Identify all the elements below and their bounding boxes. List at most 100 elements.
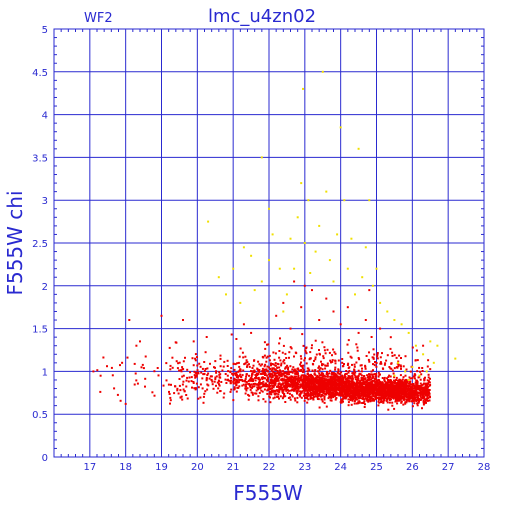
- data-point: [218, 383, 220, 386]
- data-point: [271, 367, 274, 370]
- data-point: [188, 376, 191, 379]
- data-point: [350, 356, 353, 359]
- data-point: [421, 387, 424, 390]
- data-point: [345, 390, 348, 393]
- data-point: [281, 397, 284, 400]
- data-point: [194, 359, 197, 362]
- data-point: [399, 374, 402, 377]
- data-point: [273, 381, 276, 384]
- data-point: [245, 375, 248, 378]
- data-point: [362, 387, 365, 390]
- data-point: [222, 365, 225, 368]
- data-point: [225, 293, 227, 296]
- data-point: [396, 383, 399, 386]
- data-point: [425, 393, 428, 396]
- data-point: [404, 379, 407, 381]
- data-point: [419, 382, 422, 385]
- data-point: [389, 336, 392, 339]
- data-point: [422, 353, 425, 356]
- data-point: [358, 393, 361, 396]
- data-point: [250, 383, 253, 386]
- y-tick-label: 3.5: [32, 153, 48, 164]
- data-point: [326, 364, 329, 367]
- data-point: [293, 368, 296, 371]
- data-point: [314, 391, 316, 394]
- data-point: [218, 371, 221, 374]
- data-point: [331, 383, 334, 386]
- data-point: [367, 358, 370, 361]
- data-point: [255, 377, 258, 379]
- data-point: [416, 380, 419, 383]
- data-point: [262, 380, 265, 383]
- data-point: [235, 390, 238, 393]
- data-point: [293, 387, 296, 390]
- data-point: [427, 380, 430, 383]
- data-point: [293, 355, 295, 358]
- data-point: [379, 386, 382, 389]
- data-point: [330, 385, 333, 388]
- data-point: [322, 363, 325, 366]
- data-point: [279, 359, 282, 362]
- data-point: [289, 378, 292, 381]
- data-point: [263, 341, 266, 344]
- data-point: [387, 388, 390, 391]
- data-point: [417, 398, 420, 401]
- data-point: [389, 381, 392, 384]
- data-point: [358, 388, 360, 391]
- data-point: [383, 380, 386, 383]
- data-point: [337, 368, 340, 371]
- data-point: [264, 400, 267, 403]
- data-point: [328, 372, 331, 375]
- data-point: [212, 387, 215, 390]
- data-point: [308, 375, 311, 378]
- data-point: [325, 405, 328, 408]
- data-point: [406, 380, 409, 383]
- data-point: [350, 390, 353, 393]
- data-point: [347, 375, 350, 377]
- data-point: [323, 395, 326, 398]
- data-point: [241, 380, 244, 383]
- data-point: [385, 386, 387, 389]
- data-point: [336, 392, 339, 395]
- data-point: [385, 359, 388, 362]
- data-point: [432, 361, 435, 364]
- data-point: [289, 398, 292, 401]
- data-point: [368, 199, 371, 202]
- data-point: [236, 362, 239, 365]
- data-point: [349, 394, 352, 397]
- data-point: [283, 362, 286, 365]
- data-point: [377, 404, 380, 407]
- data-point: [305, 381, 308, 384]
- data-point: [333, 351, 336, 354]
- data-point: [317, 387, 319, 390]
- data-point: [390, 391, 393, 394]
- data-point: [268, 387, 271, 390]
- data-point: [265, 379, 268, 381]
- data-point: [362, 390, 365, 393]
- data-point: [357, 147, 360, 150]
- data-point: [416, 397, 419, 400]
- data-point: [202, 373, 205, 376]
- data-point: [424, 382, 427, 385]
- data-point: [395, 399, 398, 402]
- data-point: [372, 385, 375, 388]
- data-point: [424, 384, 427, 387]
- data-point: [413, 384, 416, 387]
- data-point: [420, 398, 423, 401]
- data-point: [353, 365, 356, 368]
- data-point: [351, 376, 354, 379]
- data-point: [236, 375, 239, 378]
- data-point: [386, 401, 389, 404]
- data-point: [367, 376, 369, 379]
- data-point: [291, 382, 294, 385]
- data-point: [202, 401, 205, 404]
- data-point: [363, 398, 366, 401]
- data-point: [360, 370, 363, 373]
- data-point: [262, 385, 265, 387]
- data-point: [381, 393, 383, 396]
- data-point: [257, 360, 260, 363]
- data-point: [223, 392, 226, 395]
- data-point: [237, 370, 240, 373]
- data-point: [396, 399, 399, 402]
- data-point: [281, 386, 284, 389]
